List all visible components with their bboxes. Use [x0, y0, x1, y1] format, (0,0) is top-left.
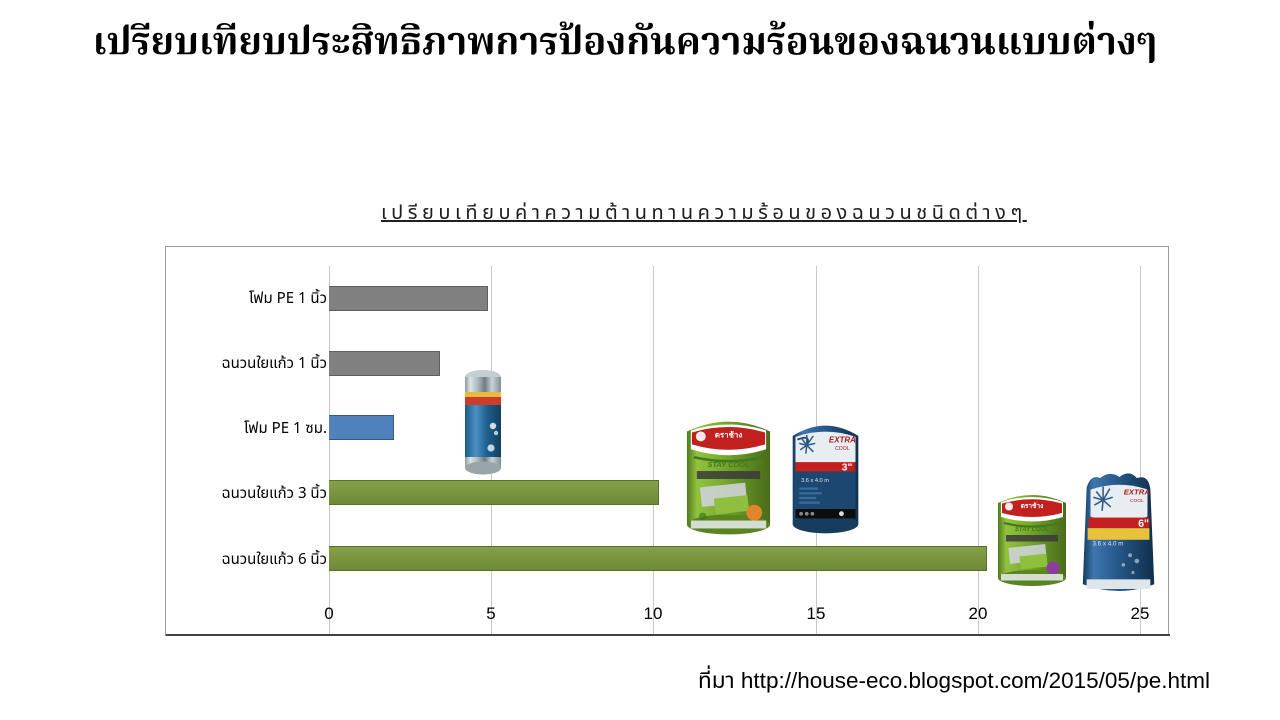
svg-text:3.6 x 4.0 m: 3.6 x 4.0 m — [1092, 541, 1123, 548]
svg-text:COOL: COOL — [835, 446, 850, 452]
svg-text:EXTRA: EXTRA — [1124, 487, 1151, 496]
svg-text:STAY COOL: STAY COOL — [1015, 527, 1049, 533]
svg-text:ตราช้าง: ตราช้าง — [715, 429, 743, 439]
svg-text:ตราช้าง: ตราช้าง — [1021, 501, 1044, 510]
svg-text:COOL: COOL — [1130, 498, 1144, 504]
svg-text:EXTRA: EXTRA — [829, 435, 856, 444]
svg-text:3.6 x 4.0 m: 3.6 x 4.0 m — [801, 478, 829, 484]
svg-text:STAY COOL: STAY COOL — [708, 460, 750, 469]
